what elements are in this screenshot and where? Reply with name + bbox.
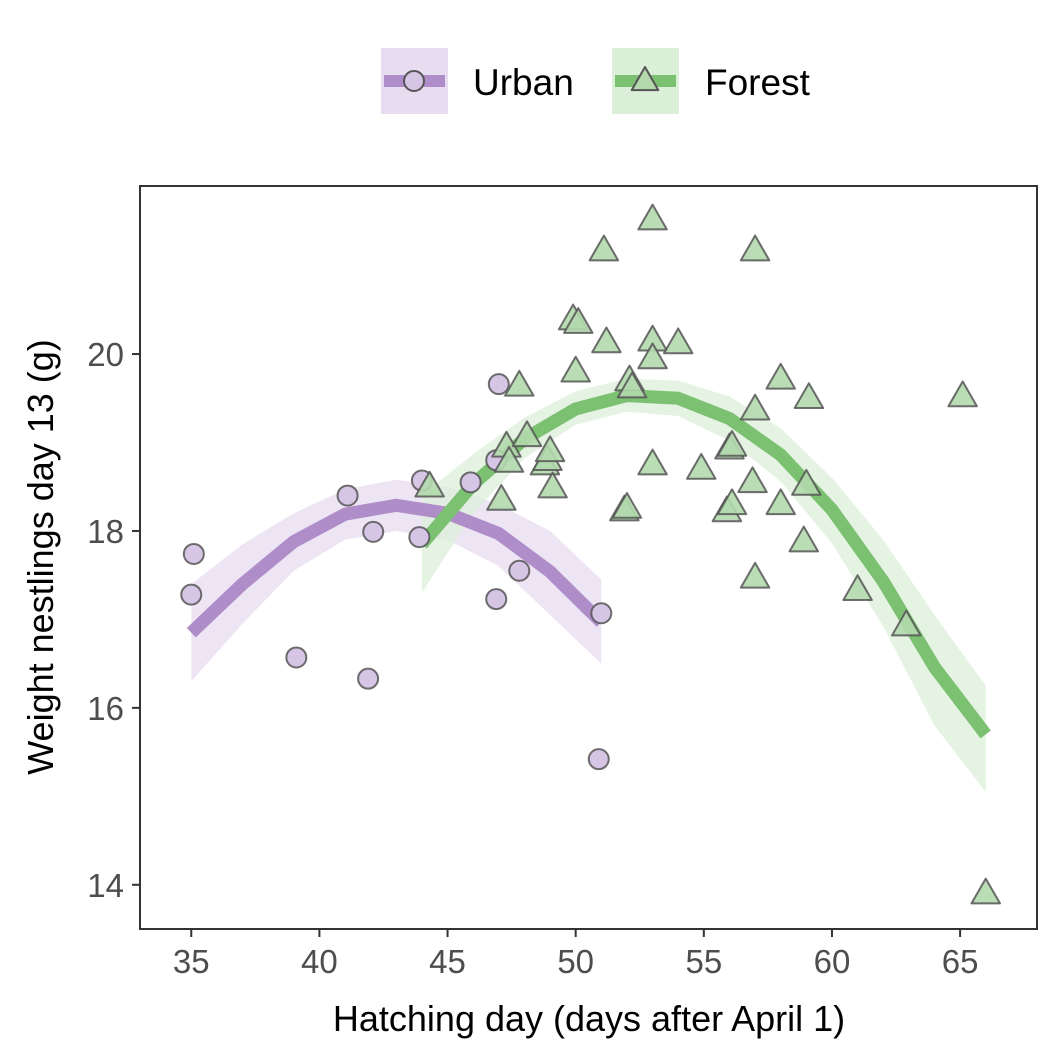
- forest-point: [616, 371, 648, 399]
- legend-key-marker: [630, 66, 660, 92]
- urban-point: [587, 748, 610, 771]
- forest-point: [793, 382, 825, 410]
- urban-point: [336, 484, 359, 507]
- forest-point: [788, 525, 820, 553]
- forest-point: [970, 877, 1001, 905]
- x-tick-label: 60: [814, 943, 851, 980]
- urban-point: [362, 520, 385, 543]
- forest-point: [537, 471, 568, 499]
- y-tick-label: 16: [87, 690, 124, 727]
- urban-point: [487, 373, 510, 396]
- x-tick-label: 50: [557, 943, 594, 980]
- forest-point: [791, 468, 822, 496]
- legend-item-forest: Forest: [612, 48, 811, 114]
- forest-point: [662, 327, 694, 355]
- urban-point: [459, 471, 482, 494]
- forest-point: [493, 445, 525, 473]
- forest-point: [637, 203, 668, 231]
- plot-panel-border: [139, 185, 1038, 930]
- forest-point: [562, 307, 594, 334]
- x-tick-label: 40: [301, 943, 338, 980]
- forest-point: [414, 470, 445, 498]
- x-axis-title: Hatching day (days after April 1): [333, 998, 845, 1039]
- confidence-bands: [191, 378, 986, 792]
- urban-point: [182, 542, 205, 565]
- legend-label-forest: Forest: [705, 62, 811, 103]
- forest-point: [588, 234, 620, 262]
- y-tick-label: 20: [87, 336, 124, 373]
- forest-point: [637, 448, 668, 476]
- urban-point: [508, 559, 531, 582]
- forest-point: [739, 561, 771, 589]
- urban-point: [408, 526, 431, 549]
- urban-fit-line: [186, 498, 606, 638]
- forest-point: [686, 453, 717, 480]
- forest-point: [765, 362, 796, 390]
- y-axis-title: Weight nestlings day 13 (g): [20, 339, 61, 775]
- forest-point: [739, 393, 771, 421]
- legend-label-urban: Urban: [473, 62, 574, 103]
- fit-lines: [186, 389, 991, 739]
- forest-point: [716, 488, 748, 516]
- data-points: [180, 203, 1001, 905]
- forest-point: [534, 435, 566, 463]
- x-tick-label: 65: [942, 943, 979, 980]
- forest-point: [737, 466, 768, 494]
- forest-point: [891, 609, 922, 637]
- forest-point: [739, 234, 771, 262]
- urban-point: [180, 583, 203, 606]
- urban-point: [485, 588, 508, 611]
- forest-confidence-band: [421, 378, 986, 792]
- y-tick-label: 14: [87, 867, 124, 904]
- forest-point: [947, 380, 978, 408]
- x-tick-label: 55: [685, 943, 722, 980]
- forest-point: [716, 430, 748, 457]
- x-tick-label: 45: [429, 943, 466, 980]
- legend-item-urban: Urban: [381, 48, 574, 114]
- forest-point: [511, 420, 543, 448]
- forest-point: [486, 484, 517, 511]
- forest-point: [611, 491, 643, 519]
- axes: 35 40 45 50 55 60 65 14 16 18 20: [87, 336, 978, 980]
- urban-point: [357, 667, 380, 690]
- forest-point: [504, 369, 535, 397]
- urban-point: [285, 646, 308, 669]
- forest-point: [560, 355, 591, 383]
- forest-point: [637, 342, 668, 370]
- legend-key-marker: [403, 70, 425, 92]
- legend: Urban Forest: [381, 48, 811, 114]
- x-tick-label: 35: [173, 943, 210, 980]
- forest-point: [842, 574, 873, 601]
- y-tick-label: 18: [87, 513, 124, 550]
- urban-point: [590, 602, 613, 625]
- forest-point: [765, 488, 796, 516]
- forest-point: [591, 326, 622, 354]
